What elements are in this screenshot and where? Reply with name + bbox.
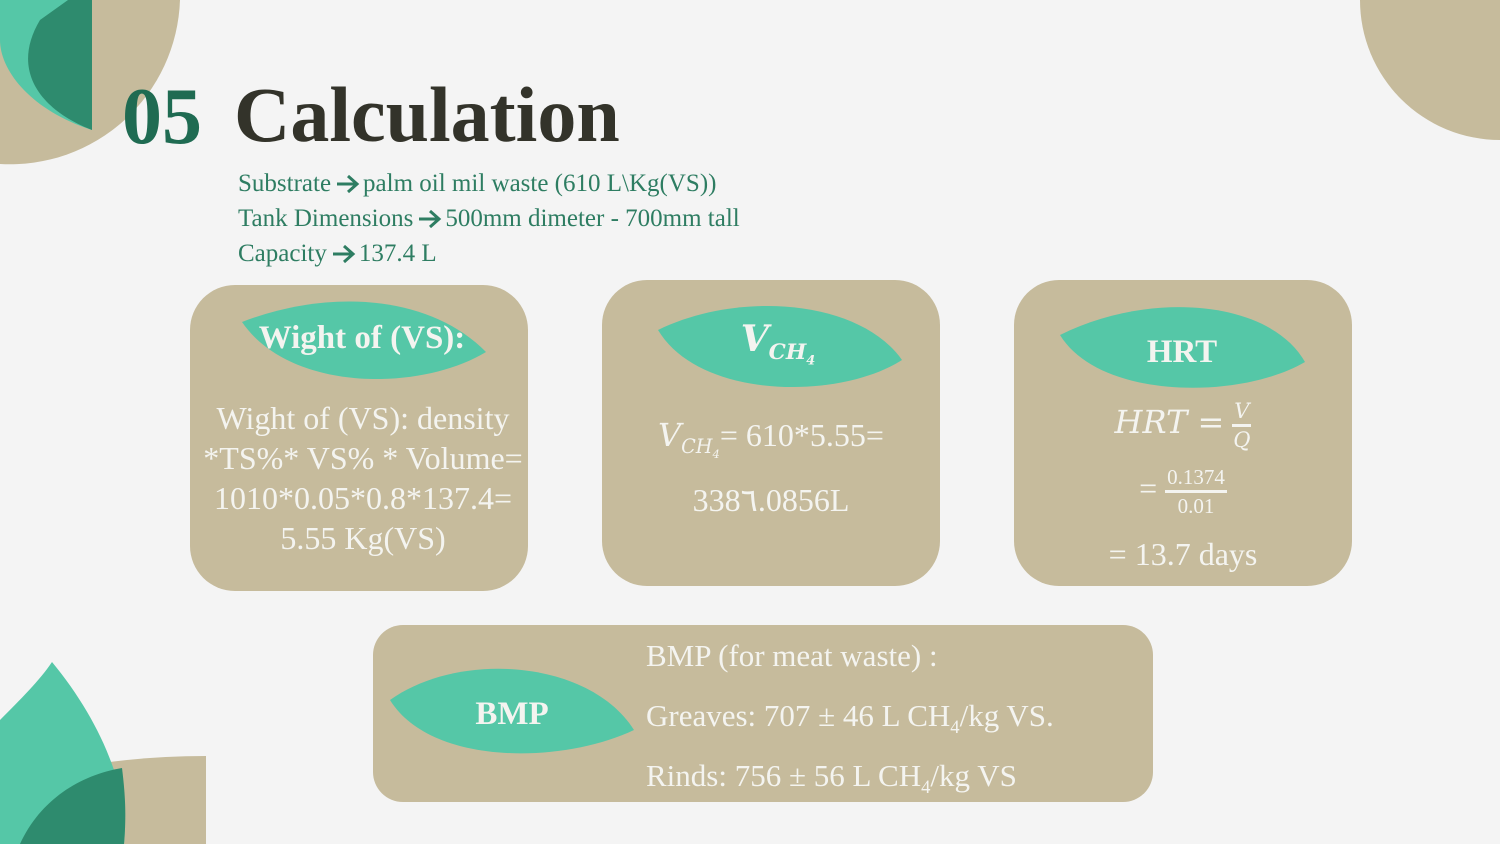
card-title: HRT <box>1146 334 1218 370</box>
leaf <box>1060 307 1305 388</box>
math-symbol: V <box>740 318 769 360</box>
leaf <box>28 0 92 130</box>
formula-lhs: = <box>1139 469 1158 506</box>
text-line: 1010*0.05*0.8*137.4= <box>213 480 513 516</box>
bmp-item: Rinds: 756 ± 56 L CH4/kg VS <box>646 758 1017 799</box>
item-text: Greaves: 707 ± 46 L CH <box>646 698 951 733</box>
section-number: 05 <box>122 73 202 161</box>
denominator: Q <box>1233 428 1251 452</box>
info-value: 137.4 L <box>358 240 437 267</box>
leaf <box>242 301 486 380</box>
formula-lhs: HRT = <box>1114 402 1225 441</box>
math-symbol: V <box>658 416 682 454</box>
subscript: 4 <box>921 777 931 799</box>
arrow-icon <box>332 244 356 264</box>
info-label: Capacity <box>238 240 327 267</box>
card-title: BMP <box>475 696 549 732</box>
card-title: VCH4 <box>658 318 898 369</box>
item-text: Rinds: 756 ± 56 L CH <box>646 758 922 793</box>
card <box>373 625 1153 802</box>
card-body: VCH4= 610*5.55= 338٦.0856L <box>602 412 940 523</box>
formula-rhs: = 610*5.55= <box>719 417 884 453</box>
info-line: Substrate palm oil mil waste (610 L\Kg(V… <box>238 170 716 198</box>
card-title: Wight of (VS): <box>258 320 466 356</box>
card-body: Wight of (VS): density *TS%* VS% * Volum… <box>190 398 536 558</box>
result-line: = 13.7 days <box>1108 536 1258 572</box>
text-line: 5.55 Kg(VS) <box>280 520 446 556</box>
info-value: palm oil mil waste (610 L\Kg(VS)) <box>363 170 717 197</box>
info-value: 500mm dimeter - 700mm tall <box>445 205 740 232</box>
numerator: 0.1374 <box>1165 464 1227 493</box>
subscript-text: CH <box>768 340 807 366</box>
text-line: *TS%* VS% * Volume= <box>203 440 523 476</box>
info-label: Substrate <box>238 170 332 197</box>
bmp-item: Greaves: 707 ± 46 L CH4/kg VS. <box>646 698 1054 739</box>
numerator: V <box>1232 398 1252 427</box>
leaf <box>390 668 634 754</box>
subscript-index: 4 <box>806 353 816 369</box>
subscript-index: 4 <box>712 447 720 462</box>
item-unit: /kg VS <box>930 758 1017 793</box>
leaf <box>20 768 126 844</box>
denominator: 0.01 <box>1177 494 1215 518</box>
subscript: 4 <box>950 717 960 739</box>
fraction: 0.1374 0.01 <box>1165 464 1227 519</box>
slide-title: Calculation <box>234 71 620 158</box>
formula-line: = 0.1374 0.01 <box>1014 464 1352 534</box>
info-line: Tank Dimensions 500mm dimeter - 700mm ta… <box>238 205 740 233</box>
corner-shape <box>1360 0 1500 140</box>
subscript-text: CH <box>681 435 713 459</box>
leaf <box>658 306 902 388</box>
math-subscript: CH4 <box>768 340 816 368</box>
arrow-icon <box>419 209 442 229</box>
item-unit: /kg VS. <box>959 698 1054 733</box>
info-label: Tank Dimensions <box>238 205 414 232</box>
info-line: Capacity 137.4 L <box>238 240 437 268</box>
bmp-heading: BMP (for meat waste) : <box>646 638 938 673</box>
arrow-icon <box>337 174 360 194</box>
result-line: 338٦.0856L <box>692 482 850 519</box>
formula-line: VCH4= 610*5.55= <box>602 412 940 477</box>
math-subscript: CH4 <box>681 435 720 462</box>
text-line: Wight of (VS): density <box>216 400 510 436</box>
